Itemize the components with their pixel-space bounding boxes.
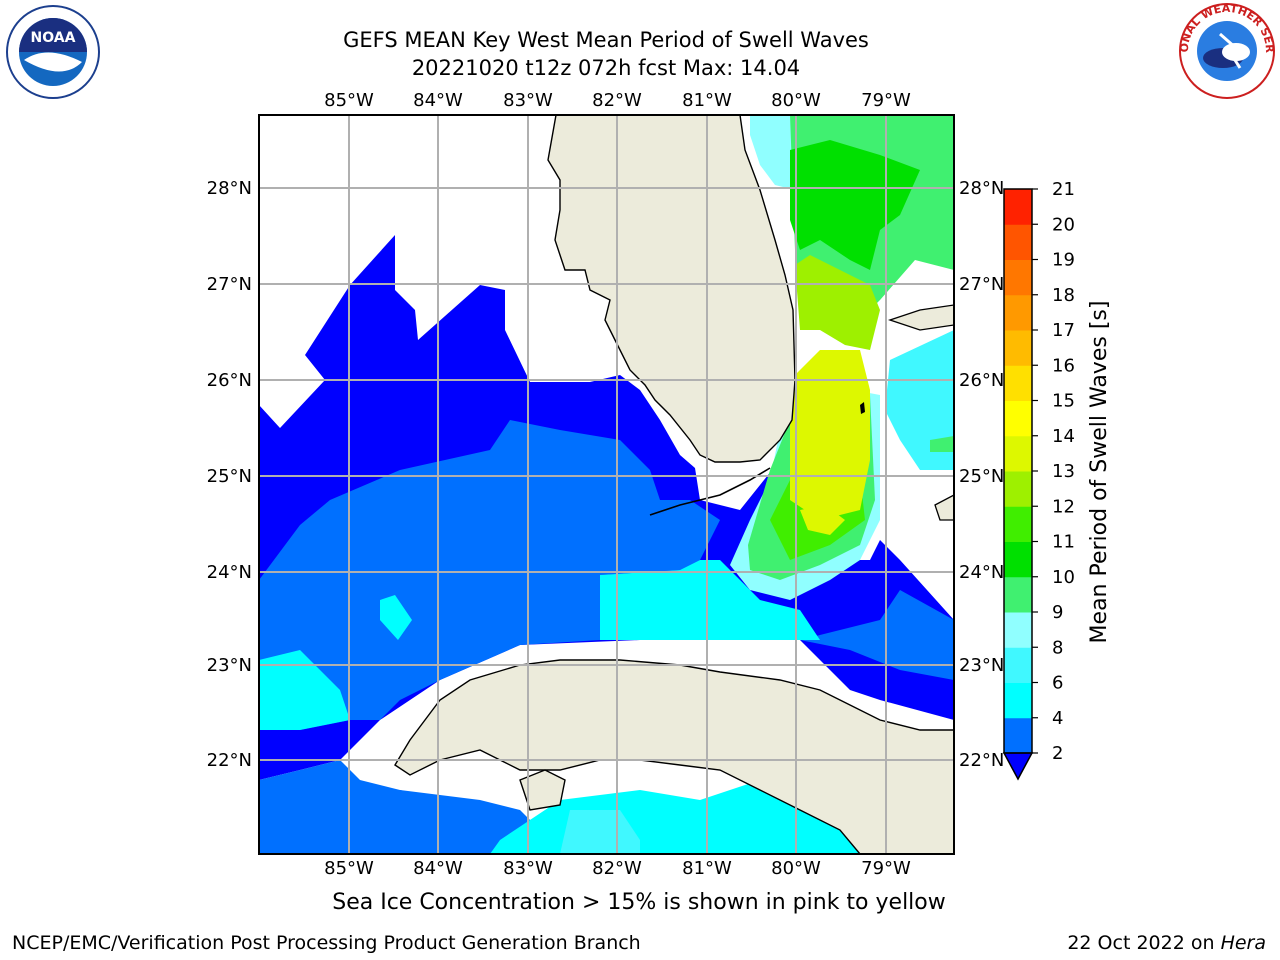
lat-label-left: 23°N bbox=[207, 655, 252, 676]
lon-label-top: 83°W bbox=[503, 90, 553, 111]
lat-label-left: 25°N bbox=[207, 466, 252, 487]
bahamas-grand bbox=[887, 304, 954, 331]
colorbar-tick-label: 12 bbox=[1052, 496, 1075, 517]
lat-label-right: 23°N bbox=[959, 655, 1004, 676]
contour-11-13 bbox=[795, 255, 880, 350]
contour-8-9-c bbox=[930, 436, 954, 452]
lon-label-bottom: 83°W bbox=[503, 858, 553, 879]
colorbar-segment bbox=[1004, 224, 1032, 260]
footer-credit: NCEP/EMC/Verification Post Processing Pr… bbox=[12, 932, 641, 954]
colorbar-segment bbox=[1004, 541, 1032, 578]
lat-label-right: 24°N bbox=[959, 562, 1004, 583]
lon-label-bottom: 84°W bbox=[413, 858, 463, 879]
noaa-logo: NOAA bbox=[6, 5, 100, 99]
colorbar-segment bbox=[1004, 612, 1032, 648]
contour-field bbox=[259, 115, 954, 854]
contour-2-4-c bbox=[800, 590, 954, 680]
colorbar-label: Mean Period of Swell Waves [s] bbox=[1087, 301, 1112, 644]
map-title: GEFS MEAN Key West Mean Period of Swell … bbox=[343, 28, 869, 52]
florida-land bbox=[547, 115, 796, 463]
lat-label-left: 28°N bbox=[207, 178, 252, 199]
colorbar-segment bbox=[1004, 647, 1032, 683]
colorbar-segment bbox=[1004, 435, 1032, 472]
lon-label-bottom: 80°W bbox=[771, 858, 821, 879]
colorbar-segment bbox=[1004, 259, 1032, 296]
bahamas-andros bbox=[934, 494, 954, 521]
bahamas-bimini bbox=[860, 402, 865, 414]
colorbar-tick-label: 17 bbox=[1052, 320, 1075, 341]
contour-6-8-c bbox=[560, 810, 640, 854]
lat-label-left: 24°N bbox=[207, 562, 252, 583]
lat-label-left: 22°N bbox=[207, 750, 252, 771]
colorbar-segment bbox=[1004, 294, 1032, 331]
graticule bbox=[259, 115, 954, 854]
colorbar-tick-label: 6 bbox=[1052, 673, 1063, 694]
cuba-land bbox=[394, 659, 954, 854]
contour-2-4-b bbox=[259, 760, 560, 854]
contour-11-13-b bbox=[790, 350, 870, 520]
lon-label-top: 81°W bbox=[682, 90, 732, 111]
colorbar-tick-label: 4 bbox=[1052, 708, 1063, 729]
lon-label-bottom: 85°W bbox=[324, 858, 374, 879]
colorbar-tick-label: 18 bbox=[1052, 285, 1075, 306]
lon-label-top: 84°W bbox=[413, 90, 463, 111]
colorbar-segment bbox=[1004, 682, 1032, 719]
colorbar-tick-label: 16 bbox=[1052, 355, 1075, 376]
lon-label-top: 85°W bbox=[324, 90, 374, 111]
colorbar-tick-label: 9 bbox=[1052, 602, 1063, 623]
colorbar-tick-label: 11 bbox=[1052, 532, 1075, 553]
lon-label-bottom: 79°W bbox=[861, 858, 911, 879]
sea-ice-note: Sea Ice Concentration > 15% is shown in … bbox=[332, 890, 946, 915]
nws-logo: NATIONAL WEATHER SERVICE bbox=[1176, 2, 1276, 99]
colorbar-tick-label: 21 bbox=[1052, 179, 1075, 200]
colorbar-segment bbox=[1004, 365, 1032, 401]
colorbar: 2 4 6 8 9 10 11 12 13 14 15 16 17 18 19 20 21 bbox=[1002, 179, 1075, 781]
colorbar-tick-label: 20 bbox=[1052, 214, 1075, 235]
lat-label-right: 26°N bbox=[959, 370, 1004, 391]
footer-timestamp: 22 Oct 2022 on Hera bbox=[1067, 932, 1266, 954]
colorbar-tick-label: 15 bbox=[1052, 391, 1075, 412]
svg-text:NOAA: NOAA bbox=[31, 30, 76, 46]
footer-date: 22 Oct 2022 on bbox=[1067, 932, 1215, 954]
colorbar-tick-label: 2 bbox=[1052, 743, 1063, 764]
colorbar-segment bbox=[1004, 506, 1032, 542]
colorbar-segment bbox=[1004, 330, 1032, 366]
contour-10-11 bbox=[790, 140, 920, 270]
contour-4-6-b bbox=[259, 650, 350, 730]
colorbar-under-arrow bbox=[1002, 752, 1034, 781]
colorbar-tick-label: 14 bbox=[1052, 426, 1075, 447]
lat-label-right: 22°N bbox=[959, 750, 1004, 771]
lon-label-top: 79°W bbox=[861, 90, 911, 111]
colorbar-tick-label: 10 bbox=[1052, 567, 1075, 588]
map-subtitle: 20221020 t12z 072h fcst Max: 14.04 bbox=[411, 56, 801, 80]
colorbar-segment bbox=[1004, 717, 1032, 754]
colorbar-tick-label: 19 bbox=[1052, 250, 1075, 271]
colorbar-segment bbox=[1004, 400, 1032, 437]
footer-host: Hera bbox=[1220, 932, 1266, 954]
contour-4-6 bbox=[600, 560, 820, 640]
lon-label-bottom: 82°W bbox=[592, 858, 642, 879]
colorbar-tick-label: 13 bbox=[1052, 461, 1075, 482]
contour-2-4 bbox=[259, 420, 720, 730]
colorbar-segment bbox=[1004, 576, 1032, 613]
lon-label-bottom: 81°W bbox=[682, 858, 732, 879]
lat-label-right: 28°N bbox=[959, 178, 1004, 199]
map-frame bbox=[258, 114, 955, 855]
lat-label-right: 25°N bbox=[959, 466, 1004, 487]
lat-label-right: 27°N bbox=[959, 274, 1004, 295]
contour-6-8-b bbox=[750, 115, 795, 190]
lon-label-top: 80°W bbox=[771, 90, 821, 111]
colorbar-tick-label: 8 bbox=[1052, 637, 1063, 658]
colorbar-segment bbox=[1004, 471, 1032, 507]
contour-4-6-d bbox=[885, 330, 954, 470]
lon-label-top: 82°W bbox=[592, 90, 642, 111]
colorbar-segment bbox=[1004, 189, 1032, 225]
contour-11-13-c bbox=[800, 505, 845, 535]
contour-4-6-e bbox=[380, 595, 412, 640]
lat-label-left: 27°N bbox=[207, 274, 252, 295]
lat-label-left: 26°N bbox=[207, 370, 252, 391]
